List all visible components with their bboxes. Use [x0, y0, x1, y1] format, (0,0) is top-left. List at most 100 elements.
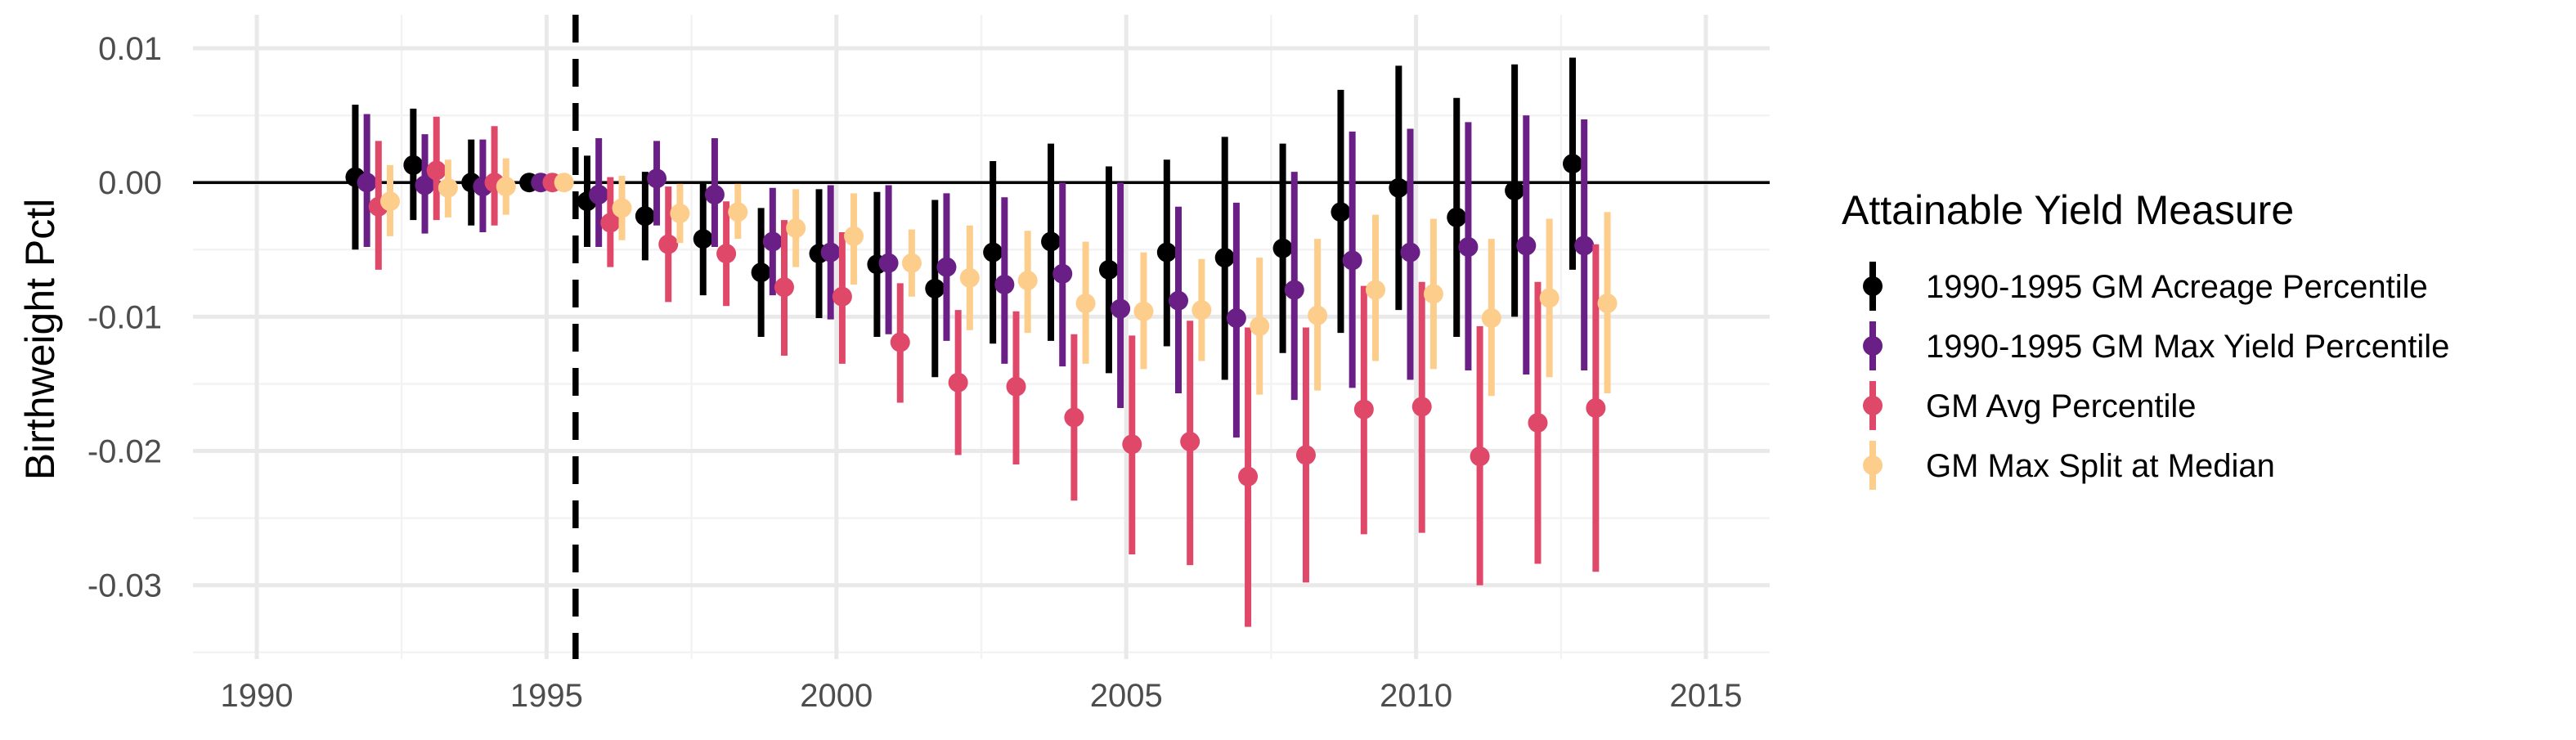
legend-label: 1990-1995 GM Max Yield Percentile	[1926, 329, 2449, 365]
point	[774, 277, 794, 298]
point	[878, 253, 899, 273]
point	[1064, 407, 1084, 428]
series-layer	[345, 57, 1618, 627]
series-2	[368, 116, 1606, 627]
point	[1122, 434, 1142, 455]
point	[1411, 397, 1432, 417]
point	[693, 229, 713, 249]
x-tick-label: 2010	[1380, 678, 1452, 714]
y-tick-label: -0.01	[88, 299, 162, 335]
y-tick-label: 0.01	[98, 31, 162, 67]
point	[1470, 446, 1490, 467]
point	[1226, 308, 1246, 329]
point	[925, 278, 945, 298]
point	[1505, 181, 1525, 201]
point	[983, 242, 1003, 262]
point	[426, 160, 447, 181]
point	[1597, 293, 1618, 313]
point	[1516, 235, 1537, 256]
point	[1389, 177, 1409, 198]
point	[1098, 259, 1119, 280]
legend-label: 1990-1995 GM Acreage Percentile	[1926, 269, 2428, 305]
point	[1284, 280, 1304, 300]
point	[600, 213, 621, 233]
point	[1563, 154, 1582, 174]
point	[832, 286, 852, 307]
point	[647, 168, 667, 189]
legend-key-point	[1863, 336, 1883, 356]
point	[1447, 207, 1467, 227]
point	[403, 155, 424, 175]
point	[380, 191, 400, 212]
series-0	[345, 57, 1582, 380]
point	[1156, 242, 1177, 262]
point	[890, 332, 910, 352]
point	[1539, 288, 1560, 308]
x-tick-label: 1990	[220, 678, 293, 714]
point	[554, 173, 574, 193]
point	[728, 202, 748, 222]
legend-label: GM Max Split at Median	[1926, 448, 2275, 484]
point	[1017, 271, 1038, 291]
point	[1250, 316, 1270, 336]
point	[1052, 263, 1073, 284]
point	[1214, 248, 1235, 268]
y-tick-label: -0.03	[88, 568, 162, 604]
point	[704, 184, 725, 204]
point	[658, 234, 679, 254]
legend-items: 1990-1995 GM Acreage Percentile 1990-1995…	[1863, 262, 2449, 490]
point	[1169, 290, 1188, 311]
point	[1133, 301, 1154, 321]
point	[1272, 238, 1293, 258]
grid-layer	[193, 15, 1770, 659]
x-tick-label: 2015	[1670, 678, 1743, 714]
point	[496, 177, 516, 197]
point	[844, 226, 864, 246]
point	[589, 184, 609, 204]
point	[1006, 376, 1026, 397]
point	[1458, 237, 1479, 258]
point	[438, 177, 458, 198]
point	[820, 242, 841, 262]
legend-label: GM Avg Percentile	[1926, 388, 2197, 424]
point	[1041, 231, 1061, 252]
legend-title: Attainable Yield Measure	[1842, 187, 2294, 233]
point	[1342, 250, 1362, 271]
point	[1295, 445, 1316, 465]
point	[994, 274, 1015, 294]
point	[762, 231, 783, 252]
point	[1331, 202, 1351, 222]
point	[1075, 293, 1096, 313]
point	[751, 262, 771, 283]
point	[1400, 242, 1420, 262]
legend-key-point	[1863, 276, 1883, 296]
point	[1192, 300, 1212, 321]
point	[786, 218, 806, 239]
legend: Attainable Yield Measure 1990-1995 GM Ac…	[1842, 187, 2449, 490]
x-tick-label: 1995	[510, 678, 583, 714]
point	[1528, 413, 1548, 433]
point	[1180, 432, 1200, 452]
point	[1423, 284, 1443, 304]
y-tick-label: 0.00	[98, 165, 162, 201]
series-1	[357, 114, 1595, 438]
legend-key-point	[1863, 455, 1883, 475]
point	[959, 267, 980, 288]
y-axis-label: Birthweight Pctl	[17, 199, 63, 481]
point	[1308, 305, 1328, 325]
point	[612, 198, 632, 218]
point	[1586, 398, 1606, 419]
y-tick-label: -0.02	[88, 434, 162, 470]
axis-labels: 1990 1995 2000 2005 2010 2015 0.01 0.00 -0.01 -0.…	[88, 31, 1743, 714]
point	[716, 244, 737, 264]
point	[415, 175, 435, 195]
point	[635, 206, 655, 226]
point	[1481, 308, 1501, 329]
point	[1238, 466, 1259, 487]
point	[936, 257, 957, 277]
x-tick-label: 2000	[800, 678, 873, 714]
point	[357, 173, 377, 193]
series-3	[380, 158, 1618, 397]
